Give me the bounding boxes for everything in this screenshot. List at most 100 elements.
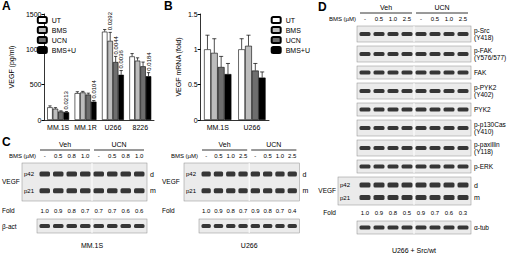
svg-text:p-FAK: p-FAK [474, 47, 493, 55]
svg-text:D: D [318, 0, 327, 14]
svg-text:1.0: 1.0 [276, 153, 285, 159]
svg-text:(Y402): (Y402) [474, 91, 494, 99]
svg-text:UCN: UCN [266, 141, 281, 148]
svg-text:0.0292: 0.0292 [107, 11, 113, 30]
svg-text:1.0: 1.0 [81, 153, 90, 159]
svg-text:(Y118): (Y118) [474, 148, 493, 156]
svg-text:p-ERK: p-ERK [474, 163, 494, 171]
svg-text:0.6: 0.6 [135, 208, 144, 214]
svg-text:UCN: UCN [52, 37, 67, 44]
svg-text:U266: U266 [241, 242, 258, 249]
svg-text:2.5: 2.5 [403, 16, 412, 22]
svg-text:1.0: 1.0 [361, 210, 370, 216]
svg-text:BMS: BMS [286, 27, 302, 34]
svg-text:Veh: Veh [59, 141, 71, 148]
svg-text:500: 500 [30, 81, 42, 88]
svg-text:2.5: 2.5 [239, 153, 248, 159]
svg-text:p-PYK2: p-PYK2 [474, 84, 497, 92]
svg-text:VEGF (pg/ml): VEGF (pg/ml) [8, 46, 16, 89]
svg-text:Fold: Fold [2, 207, 15, 214]
svg-text:p42: p42 [186, 171, 197, 177]
svg-text:Fold: Fold [162, 207, 175, 214]
svg-text:1: 1 [194, 46, 198, 53]
svg-text:FAK: FAK [474, 69, 487, 76]
svg-text:d: d [302, 171, 306, 178]
svg-text:0.8: 0.8 [227, 208, 236, 214]
svg-text:0.5: 0.5 [431, 16, 440, 22]
svg-text:VEGF: VEGF [318, 187, 336, 194]
svg-text:MM.1S: MM.1S [81, 242, 104, 249]
svg-text:1.0: 1.0 [445, 16, 454, 22]
svg-text:U266: U266 [244, 124, 261, 131]
svg-text:UT: UT [52, 17, 62, 24]
svg-text:U266: U266 [105, 124, 122, 131]
svg-text:0: 0 [38, 117, 42, 124]
svg-text:(Y418): (Y418) [474, 34, 494, 42]
svg-text:-: - [254, 153, 256, 159]
svg-text:2.5: 2.5 [459, 16, 468, 22]
svg-text:0.5: 0.5 [54, 153, 63, 159]
svg-text:p21: p21 [186, 188, 197, 194]
svg-text:BMS (µM): BMS (µM) [329, 16, 356, 22]
svg-text:BMS (µM): BMS (µM) [9, 153, 36, 159]
svg-text:Veh: Veh [380, 4, 392, 11]
svg-text:d: d [150, 171, 154, 178]
svg-text:-: - [420, 16, 422, 22]
svg-text:m: m [150, 187, 156, 194]
svg-text:p42: p42 [24, 171, 35, 177]
svg-text:m: m [302, 187, 308, 194]
svg-text:p42: p42 [340, 182, 351, 188]
svg-text:0.8: 0.8 [389, 210, 398, 216]
svg-text:0.5: 0.5 [214, 153, 223, 159]
svg-text:Fold: Fold [323, 209, 336, 216]
svg-text:p-paxillin: p-paxillin [474, 141, 500, 149]
svg-text:UT: UT [286, 17, 296, 24]
svg-text:MM.1R: MM.1R [74, 124, 97, 131]
svg-text:0.9: 0.9 [54, 208, 63, 214]
svg-text:B: B [164, 0, 173, 13]
svg-text:d: d [474, 182, 478, 189]
svg-text:0.7: 0.7 [239, 208, 248, 214]
svg-text:β-act: β-act [2, 223, 17, 231]
svg-text:1.0: 1.0 [389, 16, 398, 22]
svg-text:1.5: 1.5 [188, 11, 198, 18]
svg-text:0.0036: 0.0036 [118, 50, 124, 69]
svg-text:m: m [474, 194, 480, 201]
svg-text:Veh: Veh [219, 141, 231, 148]
svg-text:1.0: 1.0 [227, 153, 236, 159]
svg-text:MM.1S: MM.1S [47, 124, 70, 131]
svg-text:0.4: 0.4 [288, 208, 297, 214]
svg-text:-: - [364, 16, 366, 22]
svg-text:BMS+U: BMS+U [286, 47, 310, 54]
svg-text:1.0: 1.0 [202, 208, 211, 214]
svg-text:2.5: 2.5 [288, 153, 297, 159]
svg-text:0.9: 0.9 [375, 210, 384, 216]
svg-text:0.8: 0.8 [263, 208, 272, 214]
svg-text:0.5: 0.5 [375, 16, 384, 22]
svg-text:α-tub: α-tub [474, 224, 489, 231]
svg-text:(Y576/577): (Y576/577) [474, 54, 506, 62]
svg-text:-: - [44, 153, 46, 159]
svg-text:0.0104: 0.0104 [91, 80, 97, 99]
svg-text:0.0184: 0.0184 [146, 52, 152, 71]
svg-text:0.5: 0.5 [188, 81, 198, 88]
svg-text:1.0: 1.0 [135, 153, 144, 159]
svg-text:0.3: 0.3 [459, 210, 468, 216]
svg-text:0.5: 0.5 [403, 210, 412, 216]
svg-text:U266 + Src/wt: U266 + Src/wt [392, 247, 436, 254]
svg-text:0.6: 0.6 [445, 210, 454, 216]
svg-text:0.0213: 0.0213 [63, 91, 69, 110]
svg-text:MM.1S: MM.1S [207, 124, 230, 131]
svg-text:0.9: 0.9 [417, 210, 426, 216]
svg-text:UCN: UCN [286, 37, 301, 44]
svg-text:0.7: 0.7 [81, 208, 90, 214]
svg-text:-: - [98, 153, 100, 159]
svg-text:0.6: 0.6 [122, 208, 131, 214]
svg-text:BMS: BMS [52, 27, 68, 34]
svg-text:p21: p21 [340, 195, 351, 201]
svg-text:p-Src: p-Src [474, 27, 490, 35]
svg-text:0: 0 [194, 117, 198, 124]
svg-text:VEGF mRNA (fold): VEGF mRNA (fold) [175, 37, 183, 96]
svg-text:0.7: 0.7 [276, 208, 285, 214]
svg-text:PYK2: PYK2 [474, 106, 491, 113]
